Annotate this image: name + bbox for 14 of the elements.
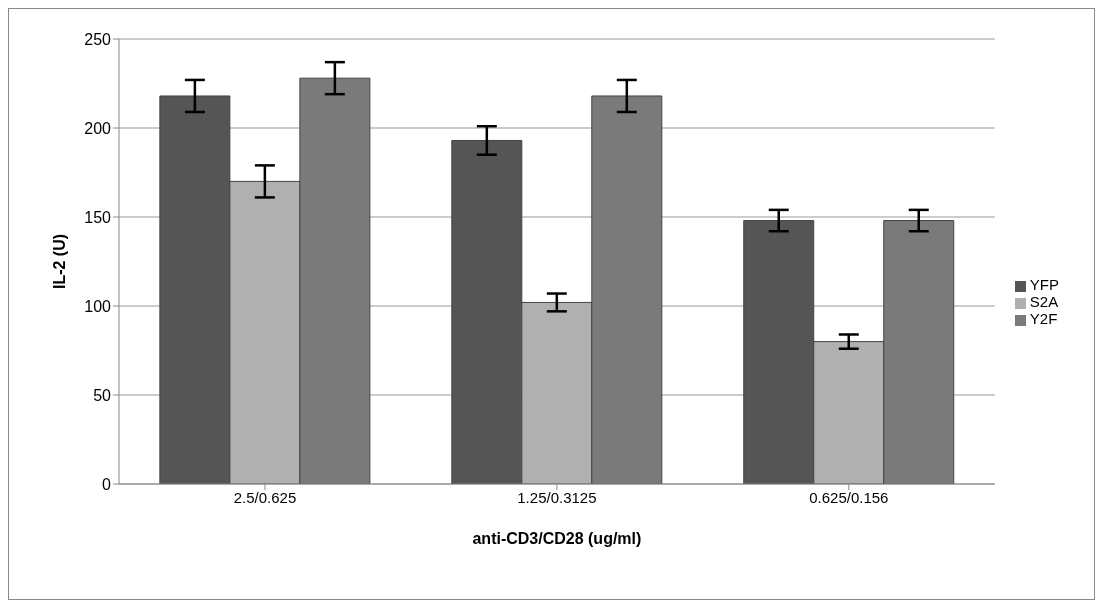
y-tick-label: 250: [84, 30, 112, 48]
y-tick-label: 50: [93, 386, 112, 404]
y-tick-label: 100: [84, 297, 112, 315]
legend-label: Y2F: [1029, 310, 1058, 327]
legend-label: S2A: [1029, 293, 1059, 310]
x-tick-label: 0.625/0.156: [809, 488, 889, 506]
x-tick-label: 1.25/0.3125: [517, 488, 597, 506]
x-axis-title: anti-CD3/CD28 (ug/ml): [472, 530, 642, 547]
y-tick-label: 0: [102, 475, 112, 493]
legend-label: YFP: [1029, 276, 1059, 293]
x-tick-label: 2.5/0.625: [233, 488, 297, 506]
y-axis-title: IL-2 (U): [50, 233, 68, 290]
y-tick-label: 150: [84, 208, 112, 226]
y-tick-label: 200: [84, 119, 112, 137]
